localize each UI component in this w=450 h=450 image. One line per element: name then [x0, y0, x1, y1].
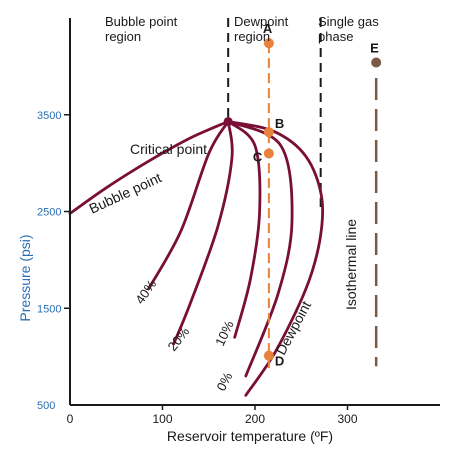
region-boundaries: [227, 18, 322, 212]
x-tick-label: 0: [67, 412, 74, 426]
point-label: E: [370, 41, 379, 56]
region-label: Single gas: [318, 14, 379, 29]
quality-line: [172, 120, 234, 346]
y-tick-label: 1500: [37, 303, 61, 315]
region-label: Bubble point: [105, 14, 178, 29]
region-label: phase: [318, 29, 353, 44]
quality-line: [147, 120, 230, 291]
y-tick-label: 2500: [37, 207, 61, 219]
point-e-marker: [371, 57, 382, 68]
point-label: D: [275, 354, 284, 369]
x-tick-label: 200: [245, 412, 265, 426]
region-label: region: [105, 29, 141, 44]
axes: [64, 18, 440, 410]
quality-line: [226, 120, 294, 378]
quality-label: 40%: [132, 276, 159, 306]
quality-line: [226, 120, 262, 339]
region-label: Dewpoint: [234, 14, 289, 29]
dewpoint-label: Dewpoint: [273, 298, 315, 357]
point-label: A: [263, 21, 273, 36]
point-label: C: [253, 149, 263, 164]
path-point-marker: [263, 350, 274, 361]
region-label: region: [234, 29, 270, 44]
path-point-marker: [263, 148, 274, 159]
y-tick-label: 500: [37, 400, 55, 412]
phase-curves: [68, 117, 325, 397]
critical-point-marker: [223, 117, 233, 127]
path-point-marker: [263, 38, 274, 49]
path-point-marker: [263, 127, 274, 138]
pressure-path: [263, 38, 382, 369]
dewpoint-curve: [226, 120, 325, 397]
quality-label: 0%: [213, 369, 235, 393]
point-label: B: [275, 116, 284, 131]
quality-label: 20%: [165, 324, 193, 354]
bubble-point-curve: [68, 120, 230, 215]
y-tick-label: 3500: [37, 110, 61, 122]
critical-point-label: Critical point: [130, 141, 207, 157]
isothermal-line-label: Isothermal line: [343, 219, 359, 310]
x-tick-label: 100: [152, 412, 172, 426]
y-axis-label: Pressure (psi): [17, 234, 33, 321]
x-tick-label: 300: [337, 412, 357, 426]
quality-label: 10%: [212, 318, 237, 348]
x-axis-label: Reservoir temperature (ºF): [167, 428, 333, 444]
